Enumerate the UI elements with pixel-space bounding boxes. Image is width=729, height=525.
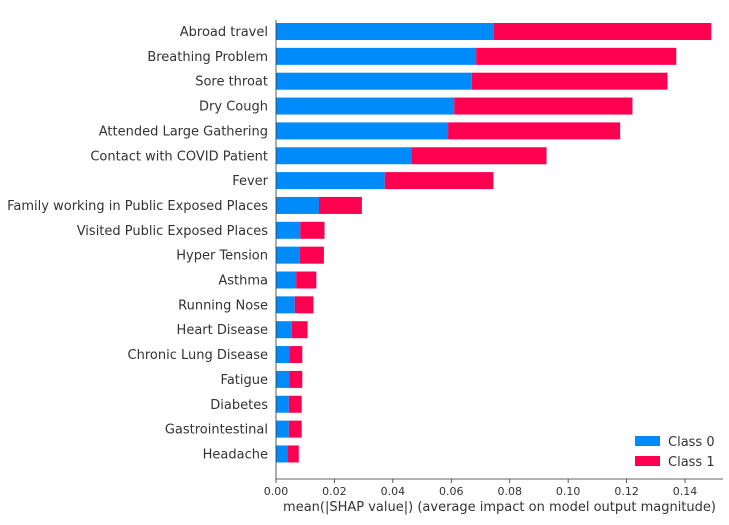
bar-segment-class-1 xyxy=(288,395,302,413)
bar-segment-class-0 xyxy=(276,346,290,364)
bars-layer xyxy=(276,23,712,463)
bar-segment-class-0 xyxy=(276,370,290,388)
bar-segment-class-1 xyxy=(476,47,677,65)
category-label: Dry Cough xyxy=(199,100,268,115)
legend-swatch-class-1 xyxy=(635,456,660,466)
category-label: Hyper Tension xyxy=(176,249,268,264)
category-label: Diabetes xyxy=(210,398,268,413)
bar-segment-class-0 xyxy=(276,23,494,40)
category-label: Attended Large Gathering xyxy=(99,124,268,139)
x-tick-label: 0.00 xyxy=(264,485,289,498)
legend-swatch-class-0 xyxy=(635,436,660,446)
category-label: Family working in Public Exposed Places xyxy=(7,199,268,214)
bar-segment-class-0 xyxy=(276,271,297,289)
bar-segment-class-1 xyxy=(289,346,303,364)
bar-segment-class-0 xyxy=(276,196,319,214)
bar-segment-class-1 xyxy=(289,370,303,388)
x-tick-label: 0.06 xyxy=(439,485,464,498)
x-tick-label: 0.12 xyxy=(614,485,639,498)
bar-segment-class-1 xyxy=(291,321,308,339)
bar-segment-class-1 xyxy=(448,122,621,140)
bar-segment-class-1 xyxy=(318,196,362,214)
category-label: Sore throat xyxy=(195,75,268,90)
legend: Class 0 Class 1 xyxy=(635,435,715,470)
category-label: Contact with COVID Patient xyxy=(90,149,268,164)
bar-segment-class-0 xyxy=(276,445,288,463)
bar-segment-class-0 xyxy=(276,246,300,264)
legend-label-class-0: Class 0 xyxy=(668,435,715,450)
bar-segment-class-0 xyxy=(276,172,385,190)
bar-segment-class-1 xyxy=(493,23,712,40)
bar-segment-class-1 xyxy=(299,246,324,264)
x-axis-title: mean(|SHAP value|) (average impact on mo… xyxy=(283,500,716,515)
category-label: Gastrointestinal xyxy=(165,423,268,438)
bar-segment-class-1 xyxy=(411,147,547,165)
category-label: Heart Disease xyxy=(177,323,268,338)
x-tick-label: 0.10 xyxy=(556,485,581,498)
bar-segment-class-1 xyxy=(384,172,494,190)
bar-segment-class-0 xyxy=(276,47,477,65)
x-tick-label: 0.02 xyxy=(322,485,347,498)
category-label: Abroad travel xyxy=(180,25,268,40)
category-label: Fatigue xyxy=(221,373,268,388)
bar-segment-class-0 xyxy=(276,221,301,239)
category-label: Chronic Lung Disease xyxy=(128,348,268,363)
bar-segment-class-0 xyxy=(276,420,289,438)
x-axis-ticks: 0.00 0.02 0.04 0.06 0.08 0.10 0.12 0.14 xyxy=(264,479,698,498)
bar-segment-class-1 xyxy=(454,97,633,115)
bar-segment-class-0 xyxy=(276,72,472,90)
category-label: Running Nose xyxy=(178,298,268,313)
bar-segment-class-1 xyxy=(287,445,299,463)
x-tick-label: 0.04 xyxy=(381,485,406,498)
bar-segment-class-0 xyxy=(276,122,449,140)
bar-segment-class-1 xyxy=(471,72,668,90)
bar-segment-class-1 xyxy=(300,221,325,239)
bar-segment-class-0 xyxy=(276,97,455,115)
category-label: Breathing Problem xyxy=(147,50,268,65)
category-label: Visited Public Exposed Places xyxy=(77,224,269,239)
category-labels: Abroad travel Breathing Problem Sore throa… xyxy=(7,25,269,462)
category-label: Asthma xyxy=(218,274,268,289)
legend-label-class-1: Class 1 xyxy=(668,455,715,470)
bar-segment-class-0 xyxy=(276,321,292,339)
bar-segment-class-1 xyxy=(294,296,314,314)
x-tick-label: 0.08 xyxy=(497,485,522,498)
category-label: Fever xyxy=(232,174,268,189)
category-label: Headache xyxy=(203,447,268,462)
bar-segment-class-0 xyxy=(276,395,289,413)
bar-segment-class-1 xyxy=(288,420,302,438)
bar-segment-class-0 xyxy=(276,147,412,165)
bar-segment-class-1 xyxy=(296,271,317,289)
bar-segment-class-0 xyxy=(276,296,295,314)
x-tick-label: 0.14 xyxy=(673,485,698,498)
